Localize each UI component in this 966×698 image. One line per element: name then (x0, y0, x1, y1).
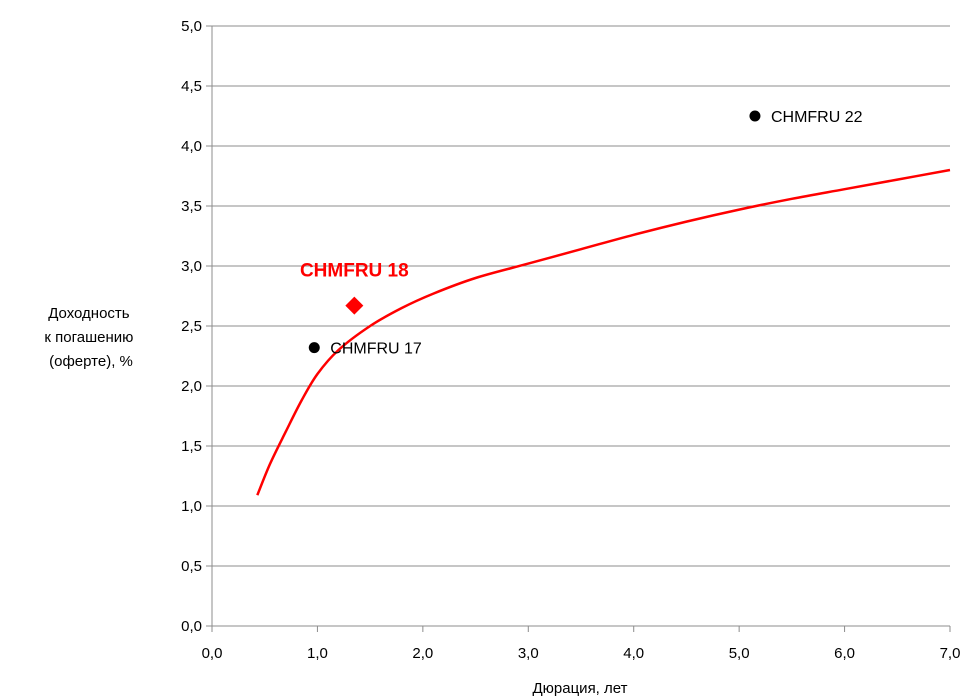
x-tick-labels: 0,0 1,0 2,0 3,0 4,0 5,0 6,0 7,0 (202, 645, 961, 662)
y-tick-label: 5,0 (181, 18, 202, 35)
highlight-point-label: CHMFRU 18 (300, 261, 409, 282)
y-tick-label: 4,0 (181, 138, 202, 155)
y-tick-label: 0,0 (181, 618, 202, 635)
yield-curve (256, 168, 951, 496)
data-point (749, 110, 761, 122)
x-tick-label: 4,0 (623, 645, 644, 662)
data-point-label: CHMFRU 17 (330, 341, 422, 358)
y-tick-labels: 0,0 0,5 1,0 1,5 2,0 2,5 3,0 3,5 4,0 4,5 5,0 (181, 18, 202, 635)
data-point (308, 342, 320, 354)
y-tick-label: 1,5 (181, 438, 202, 455)
x-tick-label: 1,0 (307, 645, 328, 662)
x-tick-label: 3,0 (518, 645, 539, 662)
y-axis-title-line-3: (оферте), % (49, 353, 133, 370)
x-axis-title: Дюрация, лет (533, 680, 628, 697)
y-tick-label: 3,0 (181, 258, 202, 275)
y-tick-label: 1,0 (181, 498, 202, 515)
y-axis-title-line-1: Доходность (48, 305, 130, 322)
y-tick-label: 0,5 (181, 558, 202, 575)
x-tick-label: 5,0 (729, 645, 750, 662)
y-axis-title-line-2: к погашению (44, 329, 133, 346)
y-tick-label: 3,5 (181, 198, 202, 215)
data-points: CHMFRU 17 CHMFRU 22 CHMFRU 18 (300, 109, 863, 358)
y-tick-label: 2,5 (181, 318, 202, 335)
x-tick-label: 7,0 (940, 645, 961, 662)
highlight-point (345, 296, 364, 315)
y-tick-label: 2,0 (181, 378, 202, 395)
axes (211, 26, 951, 632)
y-tick-label: 4,5 (181, 78, 202, 95)
x-tick-label: 2,0 (412, 645, 433, 662)
x-tick-label: 0,0 (202, 645, 223, 662)
x-tick-label: 6,0 (834, 645, 855, 662)
gridlines (206, 25, 950, 627)
y-axis-title: Доходность к погашению (оферте), % (44, 305, 137, 370)
data-point-label: CHMFRU 22 (771, 109, 863, 126)
